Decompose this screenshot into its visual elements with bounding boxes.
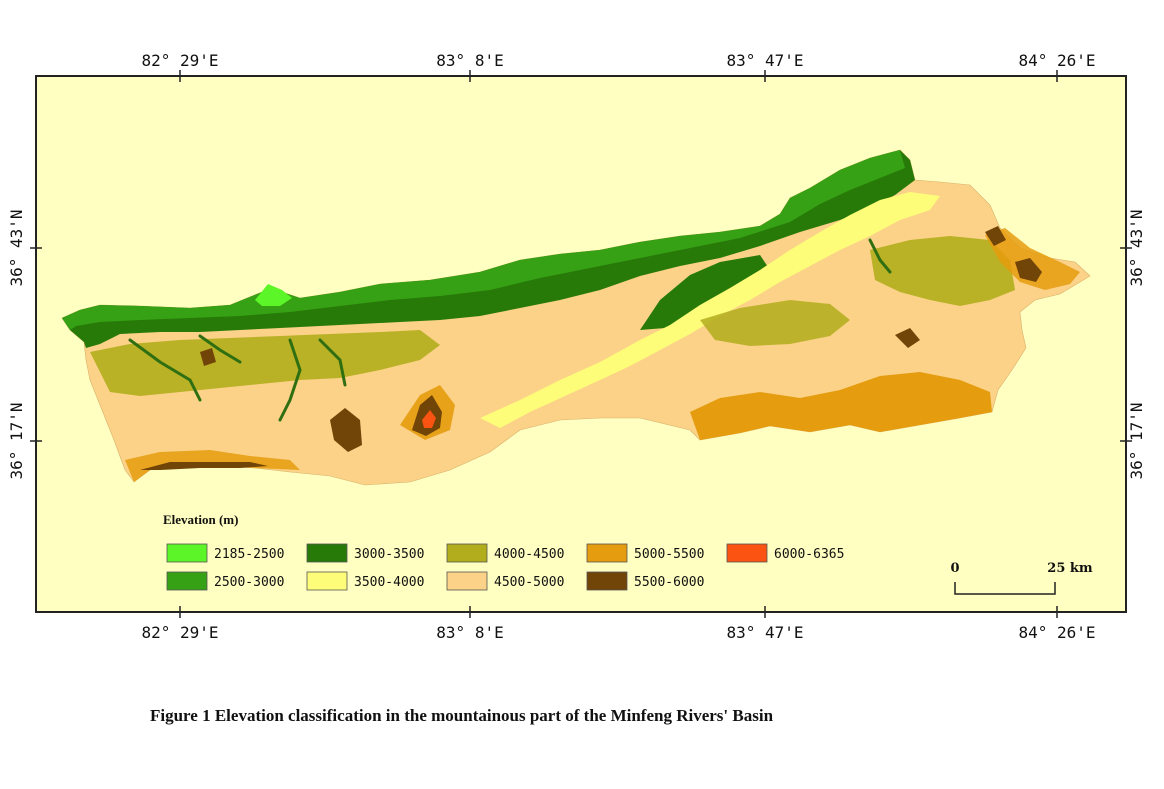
legend-item: 6000-6365 [726,543,844,563]
coord-bottom-4: 84° 26'E [1018,623,1095,642]
legend-label: 3000-3500 [354,547,424,562]
legend-item: 3500-4000 [306,571,424,591]
legend-swatch [446,543,488,563]
basin-region [61,149,1091,486]
legend-swatch [586,571,628,591]
legend-item: 5500-6000 [586,571,704,591]
coord-top-2: 83° 8'E [436,51,503,70]
legend-swatch [166,543,208,563]
zone-3500-4000 [480,192,940,428]
legend-swatch [306,543,348,563]
legend-label: 5500-6000 [634,575,704,590]
scale-bar-start: 0 [950,561,959,576]
zone-5500-6000-nw [200,348,216,366]
legend-item: 2185-2500 [166,543,284,563]
legend-label: 5000-5500 [634,547,704,562]
legend-swatch [306,571,348,591]
zone-2185-2500 [255,284,292,306]
legend-label: 4000-4500 [494,547,564,562]
legend-item: 4500-5000 [446,571,564,591]
zone-5000-5500-south [690,372,992,440]
legend-label: 4500-5000 [494,575,564,590]
coord-bottom-3: 83° 47'E [726,623,803,642]
coord-top-3: 83° 47'E [726,51,803,70]
coord-right-2: 36° 17'N [1127,402,1146,479]
central-valley [640,255,770,330]
scale-bar-line [954,582,1056,595]
coord-right-1: 36° 43'N [1127,209,1146,286]
coord-left-1: 36° 43'N [7,209,26,286]
zone-5500-6000-ne [985,226,1006,246]
legend-item: 2500-3000 [166,571,284,591]
legend-label: 2500-3000 [214,575,284,590]
legend-label: 3500-4000 [354,575,424,590]
legend-item: 4000-4500 [446,543,564,563]
zone-6000-6365 [422,410,436,428]
frame-ticks [30,70,1132,618]
zone-5500-6000-east [1015,258,1042,282]
legend: Elevation (m) 2185-2500 2500-3000 3000-350… [163,512,844,591]
legend-label: 2185-2500 [214,547,284,562]
zone-5000-5500-east [985,228,1080,290]
zone-4000-4500-east [870,236,1015,306]
figure-caption: Figure 1 Elevation classification in the… [150,706,774,725]
legend-label: 6000-6365 [774,547,844,562]
legend-swatch [166,571,208,591]
zone-4000-4500-west [90,330,440,396]
legend-swatch [586,543,628,563]
coord-left-2: 36° 17'N [7,402,26,479]
coord-top-1: 82° 29'E [141,51,218,70]
zone-4000-4500-mid [700,300,850,346]
zone-5500-6000-se [895,328,920,348]
zone-5500-6000-west [330,408,362,452]
scale-bar-end: 25 km [1047,561,1093,576]
zone-2500-3000 [62,150,905,330]
scale-bar: 0 25 km [950,561,1093,595]
legend-swatch [726,543,768,563]
coord-bottom-1: 82° 29'E [141,623,218,642]
coord-top-4: 84° 26'E [1018,51,1095,70]
coord-bottom-2: 83° 8'E [436,623,503,642]
legend-item: 5000-5500 [586,543,704,563]
river-network [128,238,892,422]
zone-5500-6000-south [140,462,268,470]
legend-title: Elevation (m) [163,512,238,527]
legend-swatch [446,571,488,591]
legend-item: 3000-3500 [306,543,424,563]
